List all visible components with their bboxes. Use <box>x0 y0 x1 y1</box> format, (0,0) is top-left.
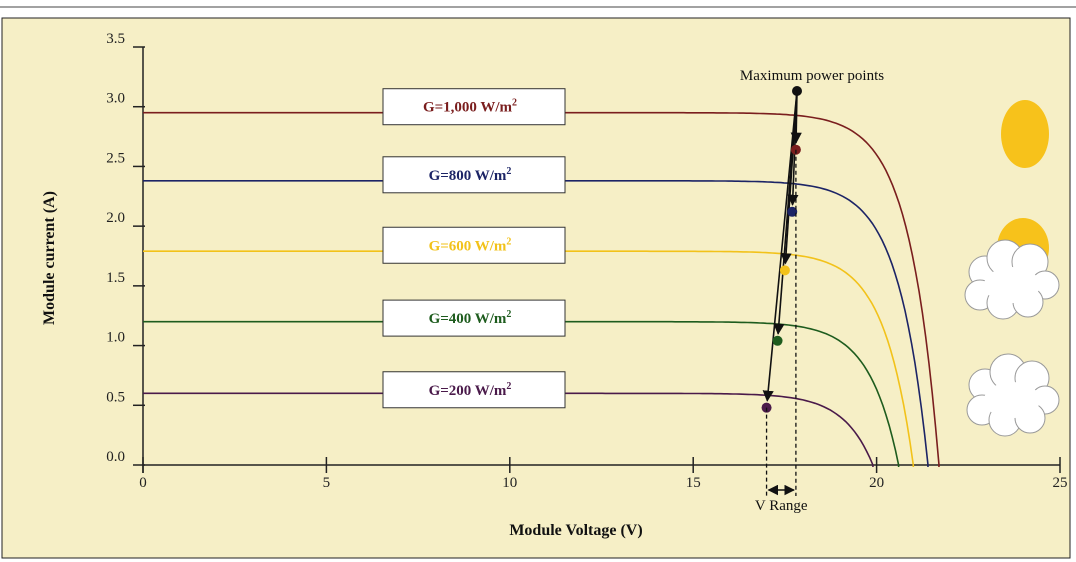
series-labels: G=1,000 W/m2 G=800 W/m2 G=600 W/m2 G=400 W/… <box>382 88 566 409</box>
y-tick-label: 3.0 <box>106 91 125 107</box>
series-label: G=200 W/m2 <box>429 381 512 399</box>
mpp-arrow <box>762 90 798 402</box>
y-axis-label: Module current (A) <box>41 191 58 325</box>
y-tick-label: 0.0 <box>106 449 125 465</box>
v-range-label: V Range <box>755 498 808 514</box>
series-label-box <box>382 371 566 409</box>
x-tick-label: 25 <box>1053 475 1068 491</box>
mpp-point <box>772 335 783 346</box>
x-axis-label: Module Voltage (V) <box>509 522 642 539</box>
x-tick-label: 20 <box>869 475 884 491</box>
mpp-point <box>779 265 790 276</box>
x-tick-label: 10 <box>502 475 517 491</box>
series-label-box <box>382 299 566 337</box>
y-tick-label: 1.0 <box>106 330 125 346</box>
y-tick-label: 2.0 <box>106 210 125 226</box>
cloud-icon <box>966 353 1060 437</box>
series-label-box <box>382 226 566 264</box>
series-label: G=600 W/m2 <box>429 236 512 254</box>
annotations: Maximum power points V Range <box>740 68 884 514</box>
x-tick-label: 0 <box>139 475 147 491</box>
y-tick-label: 0.5 <box>106 389 125 405</box>
x-tick-label: 15 <box>686 475 701 491</box>
series-label-box <box>382 156 566 194</box>
x-tick-label: 5 <box>323 475 331 491</box>
mpp-point <box>787 206 798 217</box>
series-label: G=400 W/m2 <box>429 309 512 327</box>
series-label: G=1,000 W/m2 <box>423 98 517 116</box>
mpp-label: Maximum power points <box>740 68 884 84</box>
y-tick-label: 3.5 <box>106 31 125 47</box>
series-label: G=800 W/m2 <box>429 166 512 184</box>
sun-behind-cloud-icon <box>964 218 1060 320</box>
sun-icon <box>1001 100 1049 168</box>
y-tick-label: 1.5 <box>106 270 125 286</box>
y-tick-label: 2.5 <box>106 150 125 166</box>
axes: 0 5 10 15 20 25 0.0 0.5 1.0 1.5 2.0 2.5 3.0 3.5 Module… <box>41 31 1068 539</box>
top-border <box>0 0 1076 7</box>
series-label-box <box>382 88 566 126</box>
